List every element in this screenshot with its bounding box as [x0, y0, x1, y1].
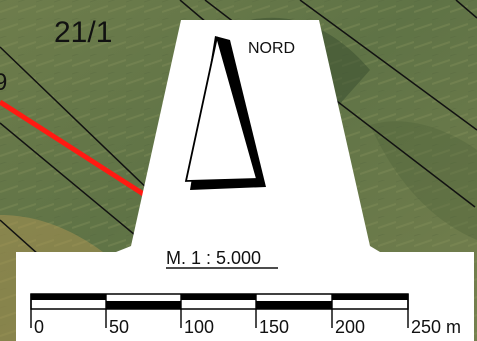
meadow-patch: [370, 121, 477, 240]
scale-tick-labels: 0 50 100 150 200 250 m: [34, 317, 461, 337]
scale-tick-200: 200: [335, 317, 365, 337]
scale-tick-150: 150: [259, 317, 289, 337]
scale-tick-250m: 250 m: [411, 317, 461, 337]
north-label: NORD: [248, 40, 295, 57]
parcel-label: 21/1: [54, 16, 112, 49]
north-arrow-icon: [184, 36, 266, 190]
scale-bar: [30, 293, 409, 328]
partial-parcel-label: 9: [0, 69, 7, 96]
scale-tick-50: 50: [109, 317, 129, 337]
scale-tick-0: 0: [34, 317, 44, 337]
scale-text: M. 1 : 5.000: [166, 248, 261, 268]
legend-joiner: [116, 246, 380, 252]
highlighted-boundary-line: [0, 99, 150, 200]
scale-tick-100: 100: [184, 317, 214, 337]
